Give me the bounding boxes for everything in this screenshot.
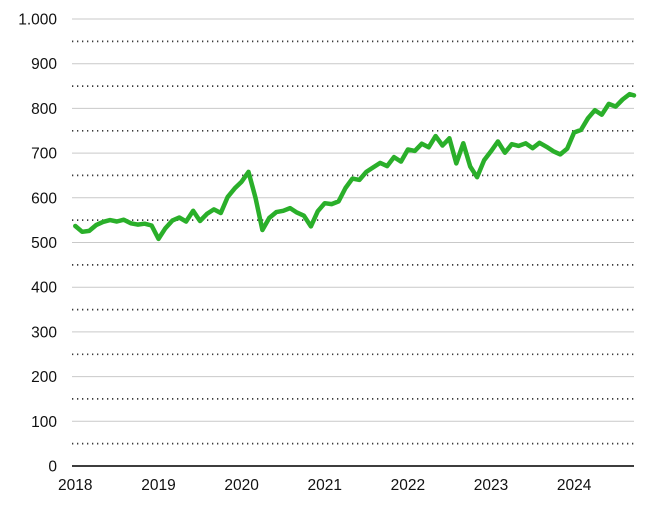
y-tick-label: 700 <box>31 146 57 163</box>
y-tick-label: 200 <box>31 369 57 386</box>
x-tick-label: 2020 <box>224 477 259 494</box>
y-tick-label: 900 <box>31 56 57 73</box>
x-tick-label: 2024 <box>557 477 592 494</box>
x-tick-label: 2021 <box>307 477 341 494</box>
x-tick-label: 2023 <box>474 477 508 494</box>
data-line-value <box>73 91 637 242</box>
y-tick-label: 0 <box>48 459 57 476</box>
y-tick-label: 1.000 <box>18 12 57 29</box>
y-tick-label: 100 <box>31 414 57 431</box>
y-tick-label: 800 <box>31 101 57 118</box>
y-tick-label: 500 <box>31 235 57 252</box>
x-tick-label: 2022 <box>391 477 425 494</box>
y-tick-label: 400 <box>31 280 57 297</box>
x-tick-label: 2019 <box>141 477 175 494</box>
x-tick-label: 2018 <box>58 477 92 494</box>
y-tick-label: 600 <box>31 190 57 207</box>
y-tick-label: 300 <box>31 324 57 341</box>
